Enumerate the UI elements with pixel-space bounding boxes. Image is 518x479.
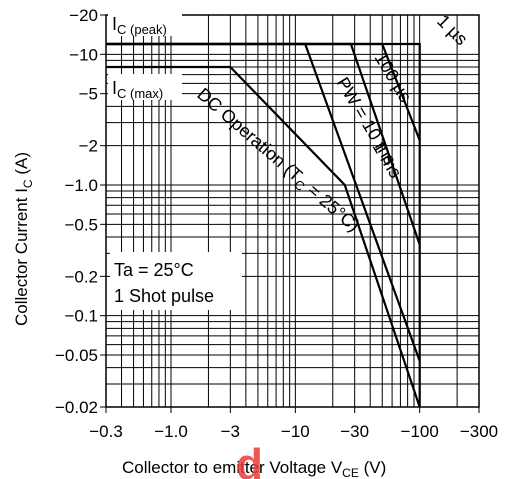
x-tick-label: −300 [460, 422, 498, 441]
y-tick-label: −0.05 [55, 346, 98, 365]
100us-label: 100 µs [371, 49, 416, 106]
x-tick-label: −0.3 [89, 422, 123, 441]
x-tick-label: −10 [281, 422, 310, 441]
condition-shot: 1 Shot pulse [114, 286, 214, 306]
y-axis-label: Collector Current IC (A) [12, 152, 35, 326]
ic-peak-label: IC (peak) [112, 14, 167, 37]
x-axis-label: Collector to emitter Voltage VCE (V) [122, 458, 386, 479]
plot-frame [105, 14, 480, 408]
grid [106, 15, 479, 407]
series-line [106, 42, 421, 407]
y-tick-label: −0.02 [55, 398, 98, 417]
y-tick-label: −2 [79, 137, 98, 156]
x-tick-label: −30 [340, 422, 369, 441]
condition-ta: Ta = 25°C [114, 260, 194, 280]
x-tick-label: −3 [221, 422, 240, 441]
condition-box [110, 252, 242, 310]
ic-peak-bg [108, 10, 182, 36]
y-tick-label: −0.2 [64, 267, 98, 286]
watermark: d [236, 440, 263, 479]
ic-max-label: IC (max) [112, 78, 163, 101]
y-tick-label: −0.5 [64, 215, 98, 234]
x-tick-label: −100 [401, 422, 439, 441]
y-tick-label: −0.1 [64, 307, 98, 326]
x-tick-label: −1.0 [154, 422, 188, 441]
curves [106, 42, 421, 408]
y-tick-label: −20 [69, 6, 98, 25]
dc-operation-label: DC Operation (TC = 25°C) [191, 84, 363, 238]
tick-labels: −0.3 −1.0 −3 −10 −30 −100 −300 −20 −10 −5 −2 −1.0 −0… [55, 6, 498, 441]
y-tick-label: −1.0 [64, 176, 98, 195]
y-tick-label: −10 [69, 45, 98, 64]
1us-label: 1 µs [433, 11, 471, 49]
ic-max-bg [108, 74, 182, 100]
series-line [106, 65, 421, 408]
y-tick-label: −5 [79, 85, 98, 104]
